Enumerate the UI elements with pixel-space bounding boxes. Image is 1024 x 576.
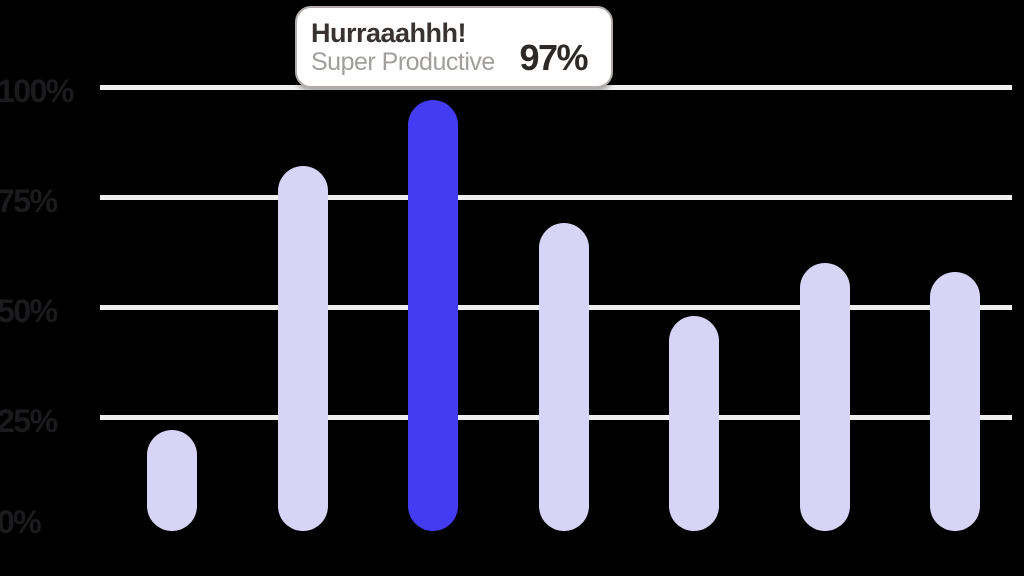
gridline-75 xyxy=(100,195,1012,200)
bar[interactable] xyxy=(147,430,197,531)
bar[interactable] xyxy=(277,166,328,531)
y-tick-label-100: 100% xyxy=(0,73,74,109)
y-tick-label-50: 50% xyxy=(0,293,58,329)
tooltip: Hurraaahhh! Super Productive 97% xyxy=(295,6,613,88)
bar[interactable] xyxy=(538,223,589,531)
tooltip-text-block: Hurraaahhh! Super Productive xyxy=(297,8,495,86)
bar[interactable] xyxy=(799,263,850,531)
tooltip-subtitle: Super Productive xyxy=(311,47,495,76)
y-tick-label-25: 25% xyxy=(0,403,58,439)
bar[interactable] xyxy=(930,271,980,531)
tooltip-value: 97% xyxy=(519,37,588,78)
bar[interactable] xyxy=(669,315,719,531)
y-tick-label-75: 75% xyxy=(0,183,58,219)
y-tick-label-0: 0% xyxy=(0,504,42,540)
tooltip-title: Hurraaahhh! xyxy=(311,18,467,48)
bar-highlighted[interactable] xyxy=(408,100,458,531)
